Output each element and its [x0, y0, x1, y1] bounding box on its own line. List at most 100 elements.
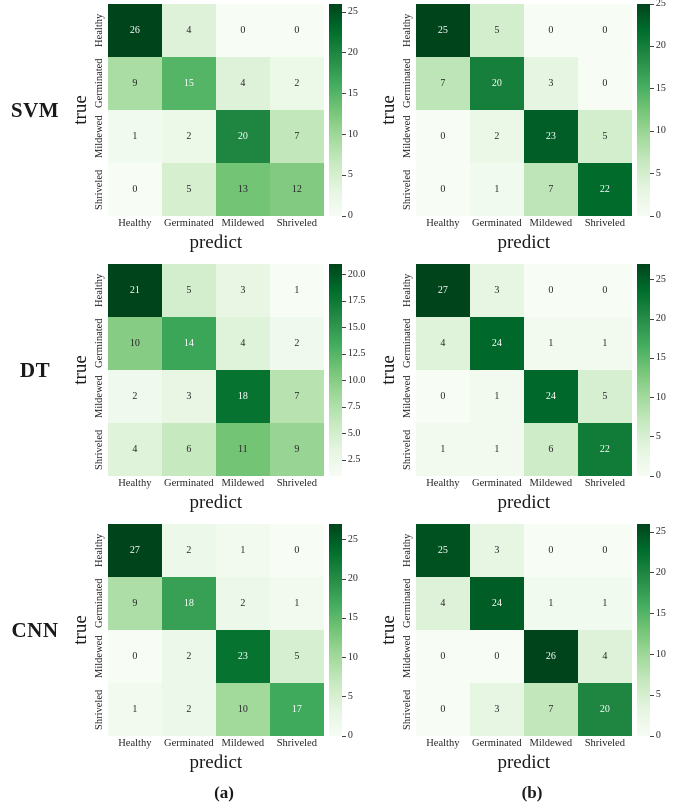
colorbar-tick: 5.0: [341, 427, 361, 439]
y-tick-label: Germinated: [93, 578, 105, 629]
heatmap-cell: 22: [577, 163, 632, 216]
colorbar-tick-mark: [649, 357, 654, 359]
heatmap-grid: 27 3 0 0 4 24 1 1 0 1 24 5 1 1 6 22: [415, 264, 632, 476]
heatmap-cell: 3: [215, 264, 270, 317]
heatmap-cell: 1: [577, 317, 632, 370]
y-axis-area: true Healthy Germinated Mildewed Shriveled: [378, 264, 416, 476]
colorbar-tick-mark: [341, 52, 346, 54]
y-tick-label: Healthy: [93, 13, 105, 48]
heatmap-cell: 2: [161, 630, 216, 683]
colorbar-tick-mark: [649, 694, 654, 696]
y-tick-label: Germinated: [93, 58, 105, 109]
y-tick-label: Healthy: [401, 13, 413, 48]
colorbar-tick: 0: [341, 731, 353, 741]
heatmap-cell: 9: [269, 423, 324, 476]
x-tick-label: Healthy: [426, 738, 460, 749]
colorbar-tick-mark: [341, 134, 346, 135]
colorbar-tick-mark: [649, 654, 654, 655]
colorbar-tick-label: 25: [655, 0, 666, 9]
y-axis-label: true: [378, 615, 399, 645]
colorbar-area: 0 5 10 15 20 25: [328, 4, 378, 221]
y-tick-label: Mildewed: [93, 115, 105, 158]
model-label-cnn: CNN: [11, 617, 59, 642]
colorbar-tick-label: 5.0: [347, 427, 361, 439]
colorbar: [328, 264, 342, 476]
colorbar-tick: 10: [649, 125, 666, 137]
colorbar: [636, 524, 650, 736]
heatmap-cell: 20: [577, 683, 632, 736]
heatmap-cell: 0: [415, 110, 470, 163]
colorbar-tick: 25: [341, 6, 358, 18]
x-tick-label: Healthy: [118, 218, 152, 229]
colorbar-tick-mark: [341, 274, 346, 276]
x-tick-label: Germinated: [164, 738, 214, 749]
colorbar-area: 0 5 10 15 20 25: [636, 264, 686, 481]
heatmap-cell: 0: [215, 4, 270, 57]
caption-a: (a): [214, 783, 234, 802]
x-tick-label: Germinated: [164, 218, 214, 229]
x-tick-label: Germinated: [472, 218, 522, 229]
colorbar-tick-label: 15: [347, 612, 358, 624]
y-axis-area: true Healthy Germinated Mildewed Shriveled: [378, 524, 416, 736]
y-tick-label: Shriveled: [401, 689, 413, 730]
y-tick-labels: Healthy Germinated Mildewed Shriveled: [399, 264, 416, 476]
heatmap-panel-dt-a: true Healthy Germinated Mildewed Shriveled 21…: [70, 264, 378, 516]
colorbar-tick-mark: [341, 215, 346, 217]
x-tick-labels: Healthy Germinated Mildewed Shriveled: [416, 736, 632, 752]
heatmap-cell: 1: [107, 110, 162, 163]
caption-row: (a) (b): [0, 784, 686, 802]
x-tick-label: Healthy: [118, 478, 152, 489]
colorbar-tick: 20: [649, 314, 666, 324]
x-tick-label: Germinated: [472, 478, 522, 489]
model-row-dt: DT true Healthy Germinated Mildewed Shrivele…: [0, 264, 686, 516]
heatmap-cell: 2: [161, 683, 216, 736]
colorbar-tick-label: 0: [347, 210, 353, 221]
heatmap-cell: 2: [161, 524, 216, 577]
colorbar-tick-label: 10: [655, 125, 666, 137]
colorbar-tick: 17.5: [341, 296, 365, 306]
colorbar-tick: 2.5: [341, 454, 361, 466]
heatmap-cell: 1: [469, 370, 524, 423]
colorbar-tick-label: 0: [655, 730, 661, 741]
y-tick-labels: Healthy Germinated Mildewed Shriveled: [91, 264, 108, 476]
y-tick-label: Mildewed: [93, 635, 105, 678]
heatmap-cell: 5: [577, 110, 632, 163]
heatmap-cell: 0: [415, 683, 470, 736]
y-tick-labels: Healthy Germinated Mildewed Shriveled: [399, 4, 416, 216]
colorbar-tick-label: 5: [655, 689, 661, 701]
y-tick-label: Germinated: [93, 318, 105, 369]
colorbar-tick-label: 10: [347, 128, 358, 140]
x-tick-labels: Healthy Germinated Mildewed Shriveled: [108, 736, 324, 752]
colorbar-tick: 7.5: [341, 402, 360, 412]
y-tick-label: Germinated: [401, 58, 413, 109]
colorbar-tick: 20: [649, 41, 666, 51]
x-axis-label: predict: [497, 232, 551, 253]
colorbar-tick: 5: [649, 689, 661, 701]
heatmap-cell: 22: [577, 423, 632, 476]
x-tick-label: Mildewed: [529, 218, 573, 229]
y-axis-area: true Healthy Germinated Mildewed Shriveled: [70, 524, 108, 736]
y-axis-area: true Healthy Germinated Mildewed Shriveled: [70, 4, 108, 216]
caption-spacer: [0, 784, 70, 802]
heatmap-cell: 20: [215, 110, 270, 163]
colorbar-tick: 25: [649, 0, 666, 9]
colorbar-tick-label: 5: [655, 430, 661, 442]
heatmap-cell: 1: [415, 423, 470, 476]
heatmap-cell: 7: [523, 163, 578, 216]
colorbar-tick-mark: [649, 436, 654, 438]
colorbar-tick-label: 25: [347, 6, 358, 18]
heatmap-cell: 5: [161, 264, 216, 317]
colorbar-tick-label: 2.5: [347, 454, 361, 466]
colorbar-tick-mark: [341, 93, 346, 95]
colorbar-tick: 5: [341, 170, 353, 180]
colorbar-tick-label: 15: [655, 82, 666, 94]
colorbar-tick-mark: [649, 613, 654, 615]
heatmap-cell: 0: [577, 524, 632, 577]
y-tick-labels: Healthy Germinated Mildewed Shriveled: [399, 524, 416, 736]
x-tick-label: Germinated: [164, 478, 214, 489]
x-tick-label: Healthy: [426, 218, 460, 229]
colorbar-tick: 5: [649, 168, 661, 179]
heatmap-cell: 7: [415, 57, 470, 110]
colorbar-tick-mark: [341, 11, 346, 13]
colorbar-tick: 15: [341, 88, 358, 99]
